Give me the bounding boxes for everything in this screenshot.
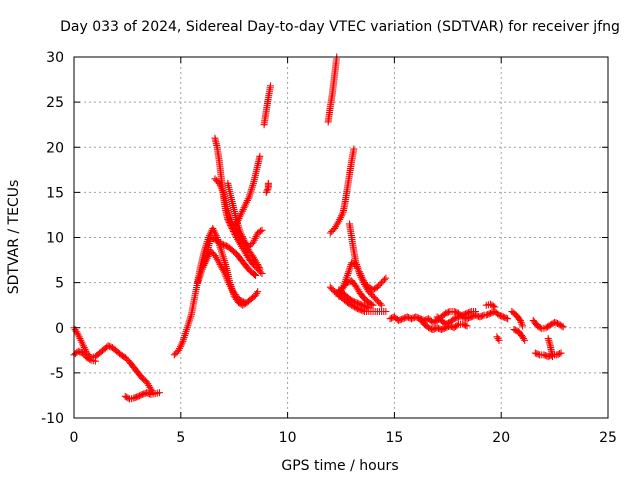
data-point	[215, 259, 223, 267]
data-point	[489, 302, 497, 310]
data-point	[559, 323, 567, 331]
data-point	[495, 336, 503, 344]
data-point	[218, 264, 226, 272]
data-point	[262, 188, 270, 196]
data-point	[241, 298, 249, 306]
data-point	[257, 227, 265, 235]
series-seg-early-3	[121, 389, 163, 403]
x-tick-label: 5	[176, 430, 185, 446]
data-point	[264, 179, 272, 187]
data-point	[445, 308, 453, 316]
data-point	[256, 152, 264, 160]
series-seg-pm-11	[544, 335, 556, 361]
y-tick-label: -10	[41, 411, 64, 427]
data-point	[264, 185, 272, 193]
data-point	[239, 298, 247, 306]
series-seg-noon-6	[346, 220, 386, 309]
data-point	[263, 187, 271, 195]
y-tick-label: 5	[55, 276, 64, 292]
series-seg-pm-8	[510, 326, 529, 344]
x-tick-label: 10	[279, 430, 297, 446]
data-point	[521, 336, 529, 344]
series-seg-dawn-9	[260, 82, 275, 129]
data-point	[557, 349, 565, 357]
data-point	[267, 82, 275, 90]
data-point	[548, 353, 556, 361]
x-tick-label: 20	[492, 430, 510, 446]
data-point	[378, 301, 386, 309]
x-axis-ticks: 0 5 10 15 20 25	[70, 57, 617, 446]
data-point	[502, 314, 510, 322]
series-seg-pm-9	[529, 317, 567, 333]
data-point	[368, 300, 376, 308]
data-point	[350, 145, 358, 153]
series-seg-pm-5	[482, 308, 512, 323]
data-point	[258, 270, 266, 278]
data-point	[86, 355, 94, 363]
y-tick-label: -5	[50, 366, 64, 382]
grid	[74, 57, 608, 418]
x-tick-label: 15	[385, 430, 403, 446]
series-seg-dawn-8	[262, 179, 272, 196]
data-point	[257, 268, 265, 276]
y-tick-label: 15	[46, 185, 64, 201]
data-point	[380, 276, 388, 284]
series-seg-noon-7	[335, 286, 373, 312]
data-point	[466, 308, 474, 316]
data-point	[254, 261, 262, 269]
y-tick-label: 25	[46, 95, 64, 111]
y-tick-label: 0	[55, 321, 64, 337]
y-tick-label: 10	[46, 231, 64, 247]
data-point	[472, 308, 480, 316]
series-seg-dawn-2	[194, 234, 260, 287]
data-point	[254, 262, 262, 270]
data-point	[453, 321, 461, 329]
series-seg-dawn-7	[232, 152, 264, 228]
series-seg-noon-2	[326, 145, 358, 237]
data-point	[216, 260, 224, 268]
data-points	[70, 53, 567, 403]
data-point	[252, 271, 260, 279]
data-point	[365, 304, 373, 312]
series-seg-pm-3	[433, 308, 480, 328]
data-point	[558, 322, 566, 330]
x-tick-label: 0	[70, 430, 79, 446]
data-point	[382, 308, 390, 316]
data-point	[254, 288, 262, 296]
x-tick-label: 25	[599, 430, 617, 446]
data-point	[479, 312, 487, 320]
chart-title: Day 033 of 2024, Sidereal Day-to-day VTE…	[60, 19, 620, 35]
x-axis-label: GPS time / hours	[281, 458, 398, 474]
data-point	[217, 262, 225, 270]
y-tick-label: 30	[46, 50, 64, 66]
data-point	[376, 300, 384, 308]
data-point	[534, 350, 542, 358]
series-seg-pm-6	[493, 333, 503, 344]
y-axis-ticks: -10 -5 0 5 10 15 20 25 30	[41, 50, 608, 427]
data-point	[155, 389, 163, 397]
data-point	[258, 226, 266, 234]
series-seg-noon-5	[335, 277, 377, 309]
data-point	[556, 350, 564, 358]
data-point	[519, 322, 527, 330]
data-point	[256, 265, 264, 273]
y-tick-label: 20	[46, 140, 64, 156]
data-point	[462, 321, 470, 329]
data-point	[91, 357, 99, 365]
y-axis-label: SDTVAR / TECUs	[6, 180, 22, 295]
data-point	[219, 265, 227, 273]
data-point	[515, 315, 523, 323]
data-point	[369, 301, 377, 309]
data-point	[463, 322, 471, 330]
data-point	[255, 264, 263, 272]
data-point	[363, 303, 371, 311]
series-seg-pm-7	[508, 308, 527, 330]
data-point	[504, 315, 512, 323]
series-seg-dawn-3	[198, 247, 249, 306]
data-point	[382, 274, 390, 282]
data-point	[250, 271, 258, 279]
series-seg-early-2	[70, 347, 99, 365]
